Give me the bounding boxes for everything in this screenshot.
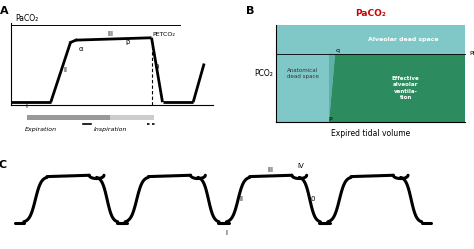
Text: PCO₂: PCO₂ (254, 69, 273, 78)
Text: 0: 0 (155, 64, 159, 70)
Text: A: A (0, 6, 9, 16)
Text: Inspiration: Inspiration (93, 127, 127, 132)
Bar (27, 115, 110, 120)
Text: IV: IV (297, 163, 304, 169)
Text: I: I (26, 103, 27, 109)
Text: Alveolar dead space: Alveolar dead space (368, 37, 439, 42)
Text: PETCO₂: PETCO₂ (153, 32, 175, 37)
Text: q: q (336, 48, 339, 53)
Text: 0: 0 (311, 196, 315, 202)
Bar (276, 25, 465, 122)
Text: C: C (0, 160, 7, 170)
Text: Expiration: Expiration (25, 127, 56, 132)
Text: PETCO₂: PETCO₂ (469, 51, 474, 56)
Text: II: II (63, 67, 67, 73)
Text: P: P (328, 117, 331, 122)
Text: III: III (268, 167, 274, 173)
Text: II: II (239, 196, 243, 202)
Text: III: III (107, 31, 113, 37)
Text: β: β (125, 39, 129, 45)
Text: PaCO₂: PaCO₂ (16, 13, 39, 23)
Polygon shape (329, 54, 335, 122)
Text: Anatomical
dead space: Anatomical dead space (287, 68, 319, 79)
Text: Effective
alveolar
ventila-
tion: Effective alveolar ventila- tion (392, 76, 419, 100)
Text: α: α (78, 46, 83, 52)
Bar (110, 115, 154, 120)
Text: PaCO₂: PaCO₂ (355, 9, 386, 18)
Polygon shape (329, 54, 465, 122)
Text: I: I (226, 230, 228, 236)
Text: B: B (246, 6, 254, 16)
Text: Expired tidal volume: Expired tidal volume (331, 129, 410, 138)
